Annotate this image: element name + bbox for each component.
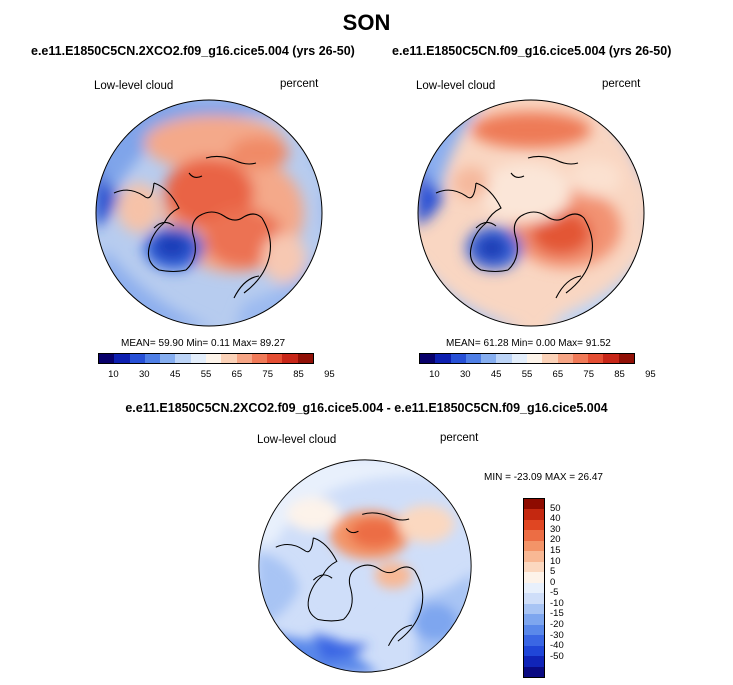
colorbar-swatch [175,354,191,363]
panel-2-case-title: e.e11.E1850C5CN.f09_g16.cice5.004 (yrs 2… [392,44,672,58]
panel-2-variable-label: Low-level cloud [416,80,496,92]
colorbar-tick-label: -20 [550,619,564,631]
colorbar-swatch [603,354,619,363]
colorbar-swatch [435,354,451,363]
colorbar-tick-label: 95 [324,369,335,380]
colorbar-tick-label: 30 [138,369,150,380]
colorbar-tick-label: 5 [550,566,556,578]
panel-1-variable-label: Low-level cloud [94,80,174,92]
colorbar-tick-label: 75 [583,369,594,380]
colorbar-tick-label: 75 [262,369,273,380]
colorbar-swatch [524,614,544,625]
colorbar-tick-label: 0 [550,576,556,588]
colorbar-swatch [526,354,543,363]
colorbar-tick-label: -5 [550,587,559,599]
panel-2-colorbar-ticks: 10 30 45 55 65 75 85 95 [419,369,656,381]
colorbar-swatch [524,499,544,510]
panel-1-colorbar-ticks: 10 30 45 55 65 75 85 95 [98,369,335,381]
panel-1-units-label: percent [280,78,319,90]
colorbar-swatch [524,572,544,583]
colorbar-swatch [236,354,252,363]
colorbar-swatch [524,519,544,531]
colorbar-swatch [524,645,544,657]
colorbar-swatch [420,354,436,363]
panel-1-polar-map [95,99,323,327]
colorbar-swatch [524,582,544,594]
plot-title: SON [342,10,391,35]
colorbar-tick-label: 30 [459,369,471,380]
colorbar-tick-label: -15 [550,608,564,620]
colorbar-swatch [524,540,544,552]
colorbar-swatch [465,354,482,363]
colorbar-swatch [496,354,512,363]
colorbar-swatch [267,354,283,363]
colorbar-swatch [524,530,544,541]
panel-2-colorbar [419,353,635,364]
colorbar-tick-label: 85 [614,369,625,380]
colorbar-tick-label: 95 [645,369,656,380]
colorbar-tick-label: 40 [550,513,561,525]
colorbar-tick-label: 65 [231,369,243,380]
colorbar-swatch [190,354,206,363]
colorbar-tick-label: 85 [293,369,304,380]
colorbar-swatch [588,354,604,363]
colorbar-tick-label: 15 [550,544,561,556]
colorbar-swatch [282,354,298,363]
colorbar-swatch [524,551,544,562]
panel-1-stats: MEAN= 59.90 Min= 0.11 Max= 89.27 [121,338,286,349]
colorbar-tick-label: 10 [550,555,561,567]
colorbar-swatch [524,593,544,604]
diff-units-label: percent [440,432,479,444]
colorbar-tick-label: 50 [550,502,561,514]
panel-1-case-title: e.e11.E1850C5CN.2XCO2.f09_g16.cice5.004 … [31,44,355,58]
panel-2-units-label: percent [602,78,641,90]
colorbar-swatch [129,354,145,363]
colorbar-swatch [144,354,161,363]
panel-2-stats: MEAN= 61.28 Min= 0.00 Max= 91.52 [446,338,611,349]
colorbar-tick-label: 30 [550,523,561,535]
diff-polar-map [258,459,472,673]
colorbar-swatch [524,624,544,636]
colorbar-swatch [524,666,544,677]
colorbar-tick-label: 45 [169,369,181,380]
panel-2-polar-map [417,99,645,327]
colorbar-swatch [618,354,634,363]
colorbar-swatch [524,509,544,520]
panel-1-colorbar [98,353,314,364]
colorbar-swatch [481,354,497,363]
colorbar-swatch [99,354,115,363]
colorbar-swatch [297,354,313,363]
colorbar-swatch [524,656,544,667]
colorbar-tick-label: 20 [550,534,561,546]
colorbar-tick-label: -40 [550,640,564,652]
colorbar-swatch [160,354,176,363]
diff-colorbar-ticks: 50 40 30 20 15 10 5 0 -5 -10 -15 -20 -30 -40 -50 [550,498,580,678]
colorbar-swatch [251,354,268,363]
colorbar-swatch [205,354,222,363]
diff-colorbar [523,498,545,678]
diff-variable-label: Low-level cloud [257,434,337,446]
colorbar-tick-label: 10 [108,369,119,380]
colorbar-tick-label: 55 [521,369,533,380]
colorbar-swatch [114,354,130,363]
colorbar-tick-label: 65 [552,369,564,380]
colorbar-tick-label: 10 [429,369,440,380]
colorbar-swatch [450,354,466,363]
diff-case-title: e.e11.E1850C5CN.2XCO2.f09_g16.cice5.004 … [125,401,608,415]
colorbar-swatch [557,354,573,363]
colorbar-swatch [524,561,544,573]
colorbar-swatch [524,603,544,615]
colorbar-tick-label: -10 [550,597,564,609]
diff-min-max: MIN = -23.09 MAX = 26.47 [484,472,603,483]
colorbar-swatch [572,354,589,363]
colorbar-swatch [542,354,558,363]
colorbar-swatch [221,354,237,363]
colorbar-swatch [524,635,544,646]
colorbar-tick-label: 45 [490,369,502,380]
colorbar-swatch [511,354,527,363]
colorbar-tick-label: -30 [550,629,564,641]
colorbar-tick-label: -50 [550,650,564,662]
colorbar-tick-label: 55 [200,369,212,380]
